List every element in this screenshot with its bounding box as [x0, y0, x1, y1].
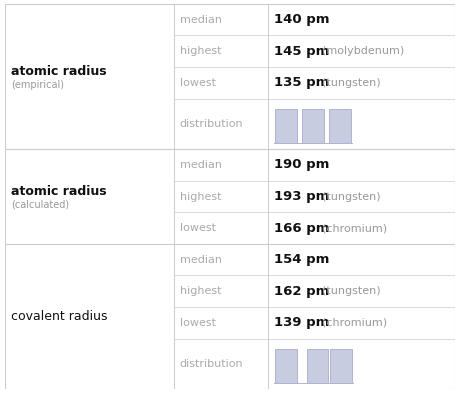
Text: median: median — [179, 255, 221, 264]
Bar — [330, 349, 351, 383]
Text: highest: highest — [179, 191, 220, 202]
Bar — [306, 349, 328, 383]
Text: (tungsten): (tungsten) — [321, 78, 379, 88]
Text: highest: highest — [179, 46, 220, 56]
Text: 193 pm: 193 pm — [274, 190, 329, 203]
Text: (tungsten): (tungsten) — [321, 191, 379, 202]
Bar — [274, 109, 296, 143]
Text: (molybdenum): (molybdenum) — [321, 46, 403, 56]
Text: (chromium): (chromium) — [321, 223, 386, 233]
Text: 162 pm: 162 pm — [274, 285, 329, 298]
Text: median: median — [179, 160, 221, 170]
Bar — [329, 109, 350, 143]
Text: 154 pm: 154 pm — [274, 253, 329, 266]
Text: 190 pm: 190 pm — [274, 158, 329, 171]
Text: 166 pm: 166 pm — [274, 222, 329, 235]
Text: 145 pm: 145 pm — [274, 45, 329, 58]
Text: distribution: distribution — [179, 359, 243, 369]
Text: (tungsten): (tungsten) — [321, 286, 379, 296]
Text: lowest: lowest — [179, 78, 215, 88]
Bar — [302, 109, 323, 143]
Bar — [274, 349, 296, 383]
Text: distribution: distribution — [179, 119, 243, 129]
Text: 140 pm: 140 pm — [274, 13, 329, 26]
Text: highest: highest — [179, 286, 220, 296]
Text: lowest: lowest — [179, 318, 215, 328]
Text: atomic radius: atomic radius — [11, 185, 107, 198]
Text: lowest: lowest — [179, 223, 215, 233]
Text: 135 pm: 135 pm — [274, 76, 329, 89]
Text: (empirical): (empirical) — [11, 80, 64, 90]
Text: 139 pm: 139 pm — [274, 316, 329, 329]
Text: (calculated): (calculated) — [11, 200, 69, 210]
Text: atomic radius: atomic radius — [11, 65, 107, 79]
Text: (chromium): (chromium) — [321, 318, 386, 328]
Text: median: median — [179, 15, 221, 25]
Text: covalent radius: covalent radius — [11, 310, 107, 323]
